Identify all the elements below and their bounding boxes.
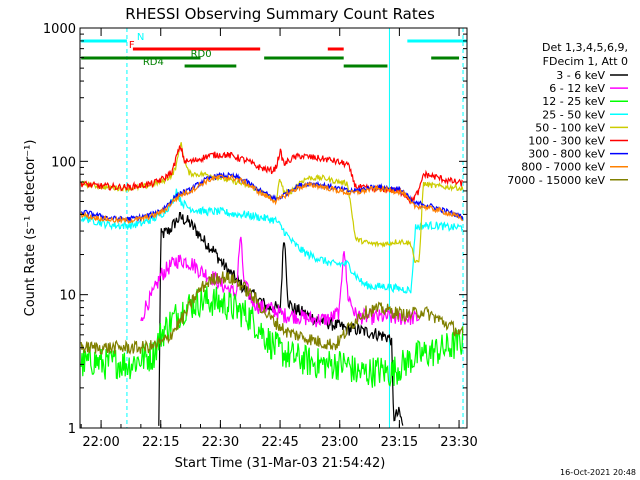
series-line (80, 271, 464, 355)
y-tick-label: 10 (59, 289, 76, 304)
legend-entry: 100 - 300 keV (528, 135, 605, 148)
x-tick-label: 22:15 (142, 435, 179, 450)
x-axis: 22:00 22:15 22:30 22:45 23:00 23:15 23:30 (80, 28, 478, 450)
legend-entry: 50 - 100 keV (535, 121, 605, 134)
legend-header: FDecim 1, Att 0 (543, 55, 628, 68)
footer-timestamp: 16-Oct-2021 20:48 (560, 468, 636, 477)
y-tick-label: 1000 (43, 22, 76, 37)
y-tick-label: 1 (68, 422, 76, 437)
x-tick-label: 23:00 (321, 435, 358, 450)
series-line (158, 212, 404, 426)
flag-label: RD0 (191, 49, 212, 60)
series-line (80, 188, 464, 294)
series-line (80, 145, 464, 205)
legend-entry: 3 - 6 keV (556, 69, 605, 82)
legend: Det 1,3,4,5,6,9,FDecim 1, Att 03 - 6 keV… (507, 41, 628, 187)
x-tick-label: 23:15 (381, 435, 418, 450)
chart-title: RHESSI Observing Summary Count Rates (125, 5, 435, 23)
x-tick-label: 22:30 (202, 435, 239, 450)
y-tick-label: 100 (51, 155, 76, 170)
x-tick-label: 22:45 (261, 435, 298, 450)
legend-entry: 25 - 50 keV (542, 108, 605, 121)
x-tick-label: 23:30 (440, 435, 477, 450)
plot-area (80, 28, 464, 428)
flag-label: F (129, 40, 135, 51)
series-line (80, 286, 464, 388)
y-axis-label: Count Rate (s⁻¹ detector⁻¹) (23, 140, 38, 317)
series-line (80, 171, 464, 223)
legend-entry: 300 - 800 keV (528, 148, 605, 161)
x-tick-label: 22:00 (82, 435, 119, 450)
series-line (80, 174, 464, 225)
flag-label: RD4 (143, 57, 164, 68)
legend-entry: 12 - 25 keV (542, 95, 605, 108)
plot-frame (79, 27, 468, 429)
legend-entry: 6 - 12 keV (549, 82, 605, 95)
legend-header: Det 1,3,4,5,6,9, (542, 41, 628, 54)
legend-entry: 800 - 7000 keV (521, 161, 605, 174)
y-axis: 1 10 100 1000 (43, 22, 467, 437)
flag-label: N (137, 32, 144, 43)
flag-bars: NF RD0 RD4 (81, 32, 467, 68)
series-line (80, 142, 464, 264)
x-axis-label: Start Time (31-Mar-03 21:54:42) (175, 456, 386, 471)
legend-entry: 7000 - 15000 keV (507, 174, 605, 187)
